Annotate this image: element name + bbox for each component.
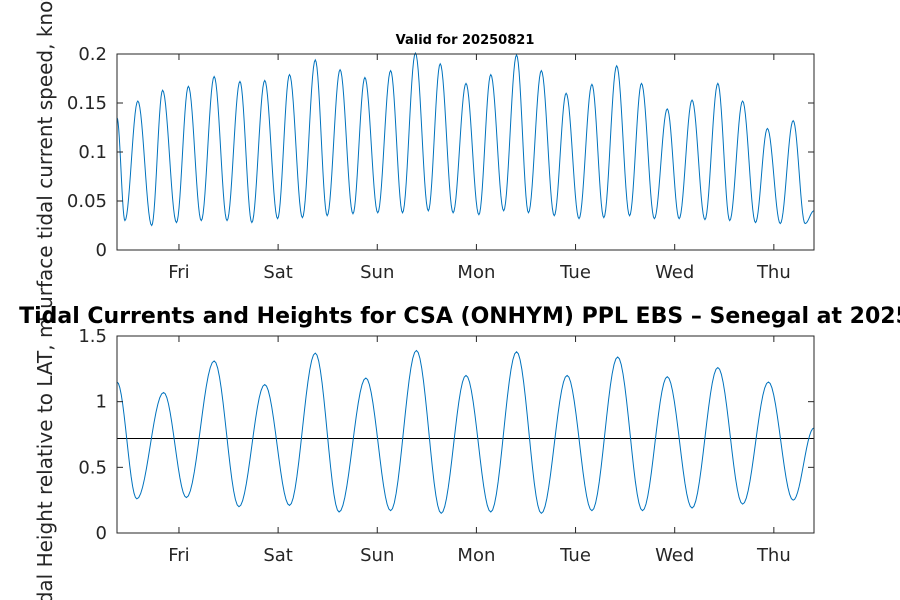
tidal-height-xtick-label: Wed	[655, 545, 694, 566]
current-speed-ytick-label: 0.1	[78, 142, 107, 163]
current-speed-xtick-label: Fri	[168, 262, 189, 283]
tidal-height-ytick-label: 0.5	[78, 457, 107, 478]
current-speed-ylabel: Surface tidal current speed, knots	[33, 0, 57, 322]
tidal-height-panel: 0 0.5 1 1.5 Fri Sat Sun Mon Tue Wed Thu Tidal Hei…	[33, 319, 815, 600]
chart-title: Tidal Currents and Heights for CSA (ONHY…	[19, 304, 900, 329]
tidal-height-xtick-label: Fri	[168, 545, 189, 566]
tidal-height-xtick-label: Tue	[559, 545, 591, 566]
current-speed-series-line	[116, 51, 815, 227]
current-speed-ytick-label: 0	[96, 240, 107, 261]
current-speed-subtitle: Valid for 20250821	[396, 33, 535, 48]
tidal-height-series-line	[116, 349, 815, 515]
tidal-height-ytick-label: 1	[96, 392, 107, 413]
current-speed-xtick-label: Wed	[655, 262, 694, 283]
current-speed-xtick-label: Sat	[263, 262, 293, 283]
tidal-height-xtick-label: Thu	[756, 545, 791, 566]
current-speed-panel: Valid for 20250821 0 0.05 0.1 0.15 0.2 Fri Sa…	[33, 0, 815, 322]
current-speed-ytick-label: 0.15	[67, 93, 107, 114]
tidal-height-xtick-label: Sat	[263, 545, 293, 566]
current-speed-ytick-label: 0.05	[67, 191, 107, 212]
tidal-height-ytick-label: 0	[96, 523, 107, 544]
tidal-height-ytick-label: 1.5	[78, 326, 107, 347]
current-speed-xtick-label: Tue	[559, 262, 591, 283]
tidal-height-ylabel: Tidal Height relative to LAT, m	[33, 319, 57, 600]
current-speed-ytick-label: 0.2	[78, 44, 107, 65]
current-speed-xtick-label: Sun	[360, 262, 394, 283]
tidal-height-xtick-label: Sun	[360, 545, 394, 566]
tidal-height-xtick-label: Mon	[457, 545, 495, 566]
tidal-height-axes-box	[116, 335, 815, 534]
current-speed-xtick-label: Thu	[756, 262, 791, 283]
current-speed-xtick-label: Mon	[457, 262, 495, 283]
